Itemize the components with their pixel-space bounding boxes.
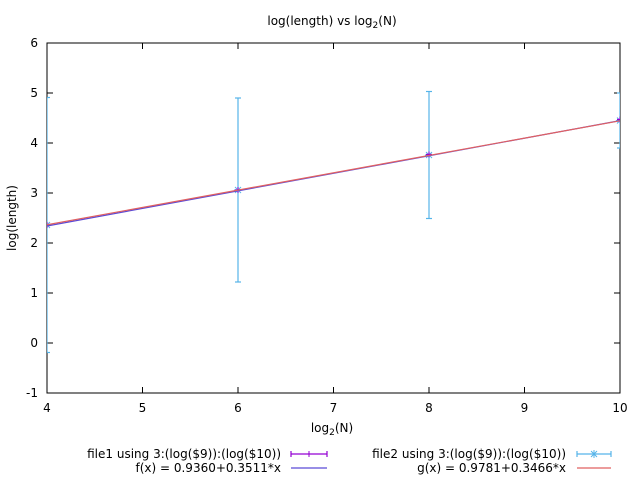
data-point-marker — [616, 119, 620, 124]
legend-item-gx: g(x) = 0.9781+0.3466*x — [417, 461, 611, 475]
y-axis: -1 0 1 2 3 4 5 6 — [26, 36, 620, 400]
x-axis: 4 5 6 7 8 9 10 — [43, 43, 628, 415]
data-point-marker — [47, 221, 51, 226]
legend-item-file1: file1 using 3:(log($9)):(log($10)) — [87, 447, 328, 461]
legend-symbol-file1 — [290, 451, 328, 457]
x-tick-label: 8 — [425, 401, 433, 415]
legend-marker — [590, 450, 598, 458]
y-tick-label: 2 — [30, 236, 38, 250]
x-tick-label: 6 — [234, 401, 242, 415]
y-tick-label: 1 — [30, 286, 38, 300]
y-tick-label: 0 — [30, 336, 38, 350]
y-axis-title: log(length) — [5, 185, 19, 251]
data-point-marker — [47, 224, 51, 229]
y-tick-label: 3 — [30, 186, 38, 200]
legend-symbol-file2 — [576, 450, 612, 458]
x-axis-title: log2(N) — [311, 421, 353, 438]
series-3 — [47, 120, 620, 226]
y-tick-label: 5 — [30, 86, 38, 100]
x-tick-label: 10 — [612, 401, 627, 415]
y-tick-label: -1 — [26, 386, 38, 400]
legend-label-file2: file2 using 3:(log($9)):(log($10)) — [372, 447, 566, 461]
legend: file1 using 3:(log($9)):(log($10)) f(x) … — [87, 447, 612, 475]
x-tick-label: 4 — [43, 401, 51, 415]
x-tick-label: 7 — [330, 401, 338, 415]
y-tick-label: 6 — [30, 36, 38, 50]
fit-line — [47, 120, 620, 226]
legend-item-file2: file2 using 3:(log($9)):(log($10)) — [372, 447, 612, 461]
series-2 — [47, 90, 620, 354]
x-tick-label: 5 — [139, 401, 147, 415]
legend-item-fx: f(x) = 0.9360+0.3511*x — [135, 461, 327, 475]
data-point-marker — [616, 117, 620, 122]
chart-title: log(length) vs log2(N) — [267, 14, 396, 31]
legend-label-file1: file1 using 3:(log($9)):(log($10)) — [87, 447, 281, 461]
plot-area — [47, 90, 620, 354]
x-tick-label: 9 — [521, 401, 529, 415]
y-tick-label: 4 — [30, 136, 38, 150]
legend-label-gx: g(x) = 0.9781+0.3466*x — [417, 461, 566, 475]
legend-label-fx: f(x) = 0.9360+0.3511*x — [135, 461, 281, 475]
plot-frame — [46, 42, 621, 394]
